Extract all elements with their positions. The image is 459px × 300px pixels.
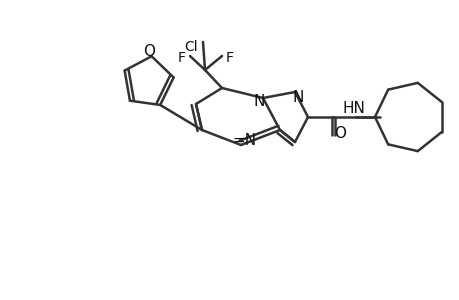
Text: O: O [333, 125, 345, 140]
Text: F: F [225, 51, 234, 65]
Text: N: N [291, 89, 303, 104]
Text: =N: =N [231, 133, 256, 148]
Text: N: N [253, 94, 264, 109]
Text: Cl: Cl [184, 40, 197, 54]
Text: HN: HN [342, 100, 364, 116]
Text: O: O [143, 44, 155, 59]
Text: F: F [178, 51, 185, 65]
